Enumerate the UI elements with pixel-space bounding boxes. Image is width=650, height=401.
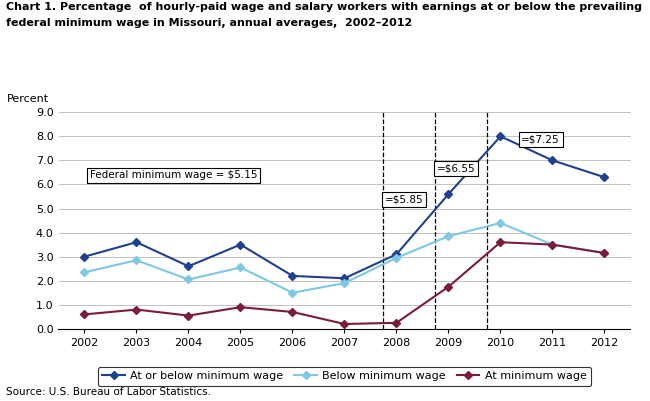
Text: Chart 1. Percentage  of hourly-paid wage and salary workers with earnings at or : Chart 1. Percentage of hourly-paid wage … <box>6 2 642 12</box>
Text: federal minimum wage in Missouri, annual averages,  2002–2012: federal minimum wage in Missouri, annual… <box>6 18 413 28</box>
Below minimum wage <box>549 242 556 247</box>
Text: =$5.85: =$5.85 <box>385 194 423 205</box>
Text: Source: U.S. Bureau of Labor Statistics.: Source: U.S. Bureau of Labor Statistics. <box>6 387 211 397</box>
Below minimum wage <box>341 281 348 286</box>
At or below minimum wage <box>237 242 244 247</box>
Text: =$6.55: =$6.55 <box>437 163 475 173</box>
At or below minimum wage <box>445 192 452 196</box>
At minimum wage <box>497 240 504 245</box>
Below minimum wage <box>133 258 140 263</box>
Text: =$7.25: =$7.25 <box>521 134 560 144</box>
Text: Percent: Percent <box>7 93 49 103</box>
At minimum wage <box>601 251 608 255</box>
At or below minimum wage <box>601 175 608 180</box>
At minimum wage <box>341 322 348 326</box>
At minimum wage <box>81 312 88 317</box>
At or below minimum wage <box>393 252 400 257</box>
Below minimum wage <box>289 290 296 295</box>
Legend: At or below minimum wage, Below minimum wage, At minimum wage: At or below minimum wage, Below minimum … <box>98 367 591 386</box>
At or below minimum wage <box>289 273 296 278</box>
At or below minimum wage <box>185 264 192 269</box>
At or below minimum wage <box>497 134 504 139</box>
At minimum wage <box>237 305 244 310</box>
At minimum wage <box>185 313 192 318</box>
Below minimum wage <box>81 270 88 275</box>
Below minimum wage <box>445 234 452 239</box>
At or below minimum wage <box>549 158 556 163</box>
At minimum wage <box>445 284 452 289</box>
At or below minimum wage <box>341 276 348 281</box>
At minimum wage <box>393 320 400 325</box>
Below minimum wage <box>393 255 400 260</box>
Line: At or below minimum wage: At or below minimum wage <box>82 134 607 281</box>
Below minimum wage <box>497 221 504 225</box>
Line: At minimum wage: At minimum wage <box>82 239 607 327</box>
Below minimum wage <box>185 277 192 282</box>
Text: Federal minimum wage = $5.15: Federal minimum wage = $5.15 <box>90 170 257 180</box>
At minimum wage <box>133 307 140 312</box>
Line: Below minimum wage: Below minimum wage <box>82 220 607 296</box>
At or below minimum wage <box>81 254 88 259</box>
At or below minimum wage <box>133 240 140 245</box>
Below minimum wage <box>237 265 244 270</box>
Below minimum wage <box>601 251 608 255</box>
At minimum wage <box>549 242 556 247</box>
At minimum wage <box>289 310 296 314</box>
